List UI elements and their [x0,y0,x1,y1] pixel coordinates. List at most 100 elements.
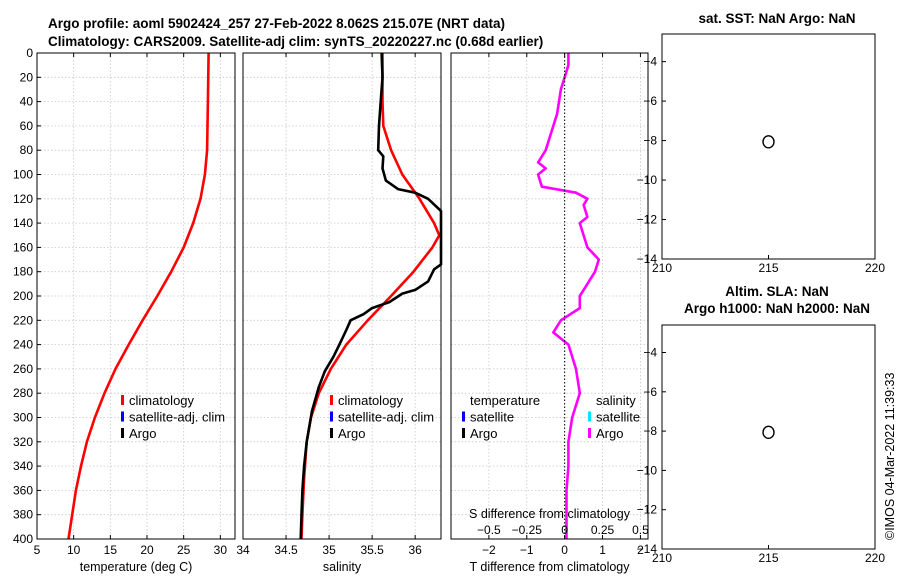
temperature-ytick-label: 300 [13,411,33,425]
salinity-panel: 34 34.5 35 35.5 36 salinity climatology satelli… [236,52,443,574]
temperature-xtick-label: 5 [34,543,41,557]
temperature-ytick-label: 200 [13,289,33,303]
sla-ytick-label: −12 [637,503,658,517]
imos-timestamp-watermark: ©IMOS 04-Mar-2022 11:39:33 [883,373,897,540]
salinity-xtick-label: 35.5 [360,543,384,557]
salinity-legend-swatch [330,428,333,438]
sst-panel-title: sat. SST: NaN Argo: NaN [698,11,855,26]
s-difference-tick-label: 0.25 [591,523,615,537]
sst-ytick-label: −10 [637,173,658,187]
temperature-diff-legend-swatch [462,411,465,422]
difference-xlabel: T difference from climatology [469,560,630,574]
sla-panel-title-line2: Argo h1000: NaN h2000: NaN [684,301,870,316]
difference-xtick-label: −1 [520,543,534,557]
temperature-legend-label: satellite-adj. clim [129,410,225,425]
sla-profile-marker [762,425,775,440]
sst-ytick-label: −12 [637,213,658,227]
sla-ytick-label: −6 [643,385,657,399]
sst-axes-frame [661,33,876,260]
s-difference-tick-label: 0.5 [632,523,649,537]
temperature-ytick-label: 380 [13,508,33,522]
temperature-diff-legend-swatch [462,428,465,438]
difference-xtick-label: 2 [637,543,644,557]
difference-axes-frame [450,52,649,540]
salinity-diff-legend-swatch [588,411,591,422]
temperature-ytick-label: 80 [20,143,34,157]
difference-xtick-label: −2 [482,543,496,557]
temperature-ytick-label: 40 [20,95,34,109]
sst-profile-marker [762,135,775,149]
sla-xtick-label: 215 [758,551,778,565]
temperature-diff-legend-label: satellite [470,410,514,425]
salinity-xtick-label: 34 [236,543,250,557]
sla-ytick-label: −8 [643,424,657,438]
difference-xtick-label: 1 [599,543,606,557]
temperature-ytick-label: 140 [13,216,33,230]
temperature-legend-swatch [121,395,124,405]
sla-ytick-label: −10 [637,463,658,477]
salinity-legend-label: satellite-adj. clim [338,410,434,425]
temperature-diff-legend-label: Argo [470,426,497,441]
temperature-ytick-label: 320 [13,435,33,449]
temperature-ytick-label: 240 [13,338,33,352]
salinity-axes-frame [242,52,442,540]
temperature-ytick-label: 340 [13,459,33,473]
temperature-climatology-line [67,52,210,540]
salinity-xtick-label: 34.5 [274,543,298,557]
figure-title-line2: Climatology: CARS2009. Satellite-adj cli… [48,34,543,49]
difference-panel: −2 −1 0 1 2 T difference from climatology temp… [450,52,649,574]
salinity-xlabel: salinity [323,560,362,574]
temperature-xtick-label: 10 [67,543,81,557]
temperature-ytick-label: 100 [13,168,33,182]
temperature-legend-label: Argo [129,426,156,441]
salinity-legend-swatch [330,411,333,422]
sla-ytick-label: −4 [643,346,657,360]
temperature-xtick-label: 25 [177,543,191,557]
salinity-diff-legend-swatch [588,428,591,438]
temperature-xtick-label: 30 [214,543,228,557]
temperature-xtick-label: 15 [104,543,118,557]
sst-ytick-label: −6 [643,94,657,108]
temperature-legend-title: temperature [470,393,540,408]
temperature-ytick-label: 20 [20,70,34,84]
temperature-panel: 5 10 15 20 25 3002040608010012014016018020022… [13,46,236,574]
sst-ytick-label: −8 [643,134,657,148]
figure-title-line1: Argo profile: aoml 5902424_257 27-Feb-20… [48,16,505,31]
difference-argo-line [536,53,601,539]
salinity-xtick-label: 36 [408,543,422,557]
salinity-argo-line [299,52,443,540]
s-difference-tick-label: −0.25 [512,523,543,537]
temperature-ytick-label: 400 [13,532,33,546]
temperature-legend-swatch [121,428,124,438]
salinity-legend-title: salinity [596,393,636,408]
salinity-legend-label: climatology [338,393,404,408]
sla-axes-frame [661,324,876,550]
temperature-ytick-label: 220 [13,313,33,327]
temperature-xtick-label: 20 [140,543,154,557]
temperature-ytick-label: 0 [26,46,33,60]
sla-ytick-label: −14 [637,542,658,556]
temperature-ytick-label: 280 [13,386,33,400]
sla-xtick-label: 220 [865,551,885,565]
s-difference-tick-label: 0 [561,523,568,537]
salinity-legend-swatch [330,395,333,405]
difference-xtick-label: 0 [561,543,568,557]
temperature-ytick-label: 160 [13,240,33,254]
sst-xtick-label: 210 [652,261,672,275]
s-difference-xlabel: S difference from climatology [469,507,631,521]
temperature-legend-label: climatology [129,393,195,408]
temperature-ytick-label: 60 [20,119,34,133]
temperature-xlabel: temperature (deg C) [80,560,193,574]
sla-panel-title-line1: Altim. SLA: NaN [725,284,829,299]
salinity-xtick-label: 35 [322,543,336,557]
salinity-diff-legend-label: satellite [596,410,640,425]
temperature-ytick-label: 360 [13,483,33,497]
temperature-ytick-label: 260 [13,362,33,376]
sla-xtick-label: 210 [652,551,672,565]
temperature-legend-swatch [121,411,124,422]
sst-ytick-label: −14 [637,252,658,266]
salinity-legend-label: Argo [338,426,365,441]
